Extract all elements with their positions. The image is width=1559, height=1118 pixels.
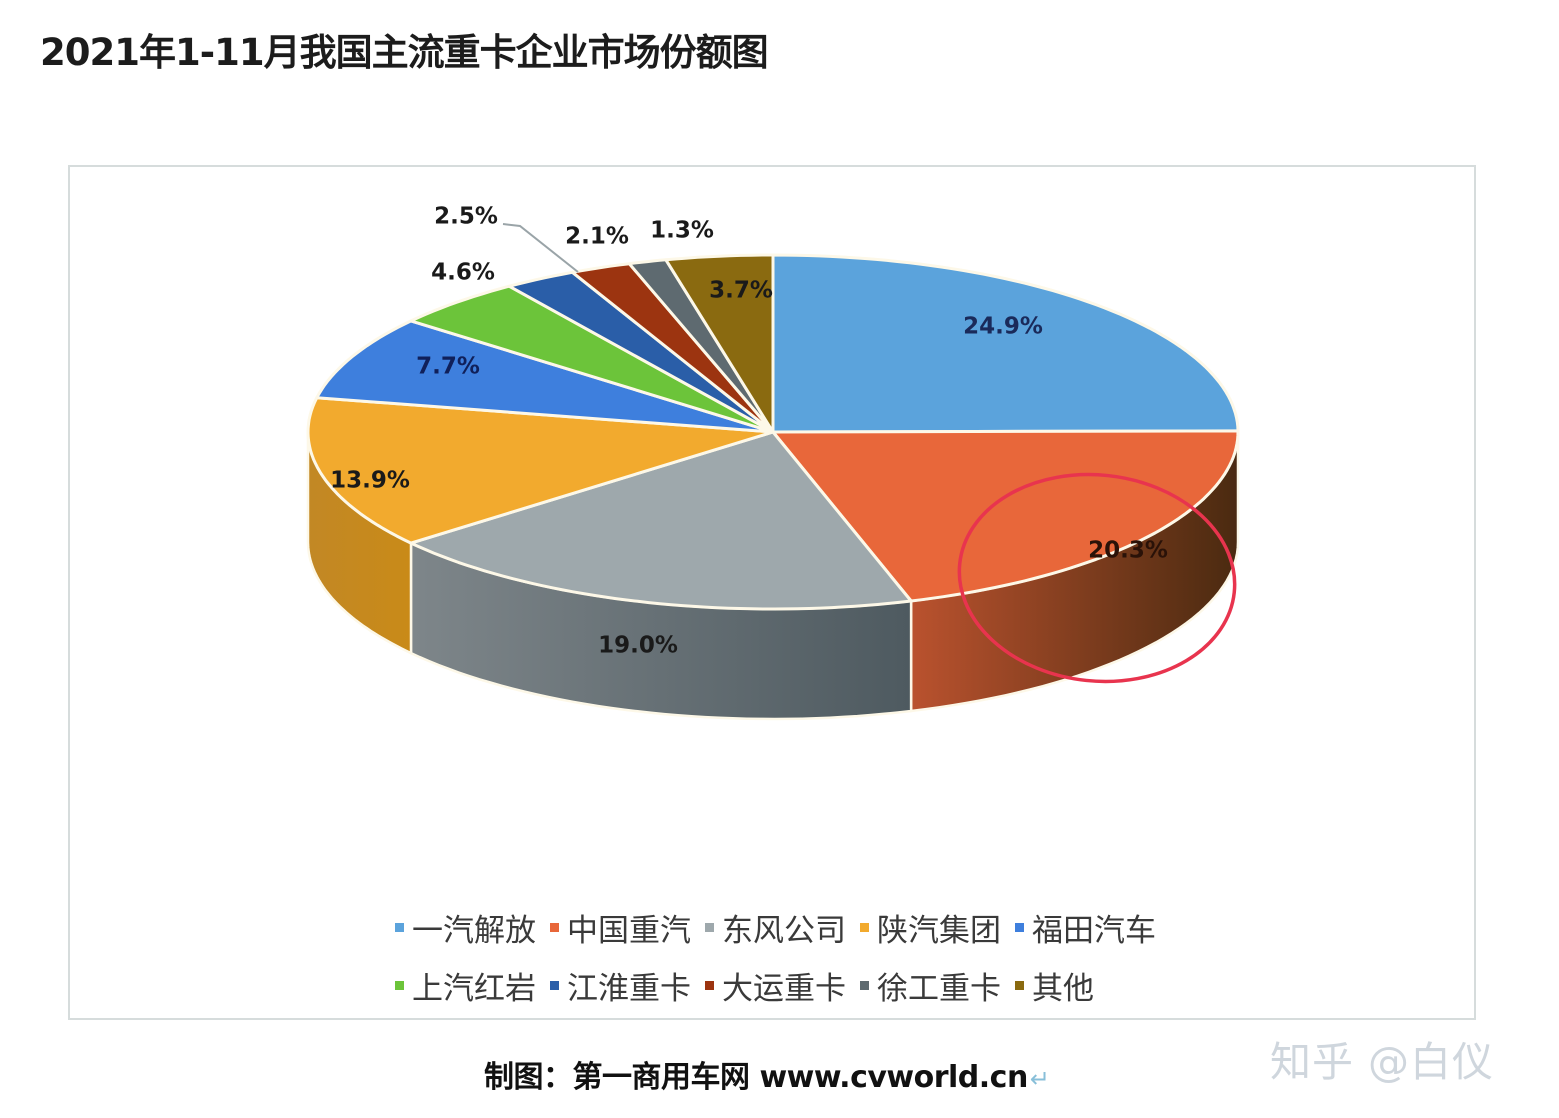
pie-labels: 24.9% 20.3% 19.0% 13.9% 7.7% 4.6% 2.5% 2.1% 1.3%…	[330, 204, 1168, 659]
legend-swatch-icon	[705, 980, 714, 990]
legend-swatch-icon	[860, 980, 869, 990]
pie-slice-9	[664, 253, 775, 434]
pie-top	[306, 253, 1240, 611]
data-label-0: 24.9%	[963, 314, 1043, 340]
pie-slice-4	[315, 319, 775, 434]
data-label-1: 20.3%	[1088, 538, 1168, 564]
pie-slice-1	[771, 429, 1240, 603]
chart-title: 2021年1-11月我国主流重卡企业市场份额图	[40, 31, 769, 74]
legend-item-other: 其他	[1015, 963, 1094, 1008]
pie-slice-7	[570, 262, 775, 434]
legend-swatch-icon	[395, 980, 404, 990]
legend-row-2: 上汽红岩 江淮重卡 大运重卡 徐工重卡 其他	[395, 956, 1215, 1014]
pie-slice-8	[627, 258, 775, 434]
legend-item-shacman: 陕汽集团	[860, 905, 1001, 950]
data-label-9: 3.7%	[709, 278, 773, 304]
data-label-8: 1.3%	[650, 218, 714, 244]
data-label-5: 4.6%	[431, 260, 495, 286]
pie-slice-2	[409, 430, 913, 611]
leader-line	[502, 223, 579, 273]
pie-slice-5	[409, 284, 775, 434]
legend-row-1: 一汽解放 中国重汽 东风公司 陕汽集团 福田汽车	[395, 898, 1215, 956]
legend-swatch-icon	[395, 922, 404, 932]
legend-swatch-icon	[1015, 980, 1024, 990]
legend-item-dongfeng: 东风公司	[705, 905, 846, 950]
data-label-4: 7.7%	[416, 354, 480, 380]
legend-item-hongyan: 上汽红岩	[395, 963, 536, 1008]
source-credit: 制图：第一商用车网 www.cvworld.cn↵	[484, 1060, 1050, 1095]
data-label-6: 2.5%	[434, 204, 498, 230]
data-label-3: 13.9%	[330, 468, 410, 494]
watermark: 知乎 @白仪	[1270, 1038, 1495, 1086]
data-label-7: 2.1%	[565, 224, 629, 250]
highlight-circle	[957, 472, 1237, 684]
legend-item-jac: 江淮重卡	[550, 963, 691, 1008]
legend-item-dayun: 大运重卡	[705, 963, 846, 1008]
pie-slice-6	[507, 270, 775, 434]
legend-item-faw: 一汽解放	[395, 905, 536, 950]
legend-swatch-icon	[550, 980, 559, 990]
pie-slice-0	[771, 253, 1240, 434]
legend-item-sinotruk: 中国重汽	[550, 905, 691, 950]
legend-swatch-icon	[860, 922, 869, 932]
legend-swatch-icon	[550, 922, 559, 932]
legend-swatch-icon	[1015, 922, 1024, 932]
chart-legend: 一汽解放 中国重汽 东风公司 陕汽集团 福田汽车 上汽红岩 江淮重卡 大运重卡 …	[395, 898, 1215, 1014]
return-mark-icon: ↵	[1029, 1065, 1050, 1093]
pie-slice-3	[306, 396, 775, 545]
legend-item-foton: 福田汽车	[1015, 905, 1156, 950]
legend-swatch-icon	[705, 922, 714, 932]
legend-item-xcmg: 徐工重卡	[860, 963, 1001, 1008]
data-label-2: 19.0%	[598, 633, 678, 659]
